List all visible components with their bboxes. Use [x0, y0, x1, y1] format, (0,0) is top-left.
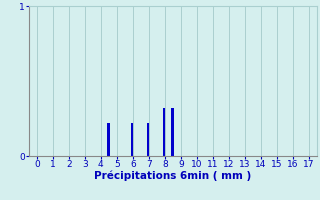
Bar: [108, 123, 110, 156]
X-axis label: Précipitations 6min ( mm ): Précipitations 6min ( mm ): [94, 171, 252, 181]
Bar: [164, 108, 166, 156]
Bar: [172, 108, 174, 156]
Bar: [132, 123, 134, 156]
Bar: [148, 123, 150, 156]
